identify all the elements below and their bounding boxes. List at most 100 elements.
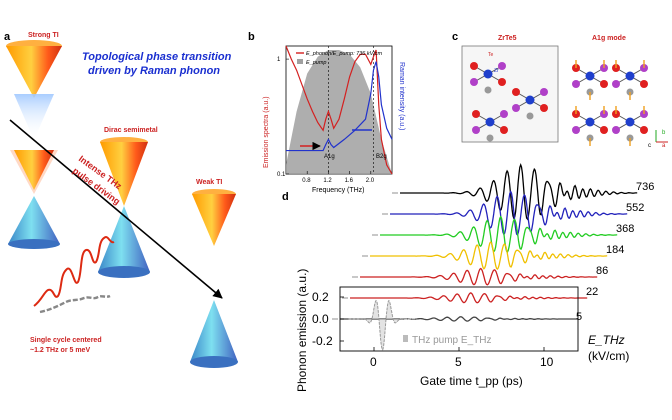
te-atom: [612, 126, 620, 134]
x-tick-label: 2.0: [366, 178, 375, 184]
panel-d-label: d: [282, 191, 289, 203]
te-atom: [526, 112, 534, 120]
strong-ti-label: Strong TI: [28, 32, 59, 39]
te-atom: [472, 110, 480, 118]
zr-atom: [483, 69, 493, 79]
transition-arrow: [9, 119, 223, 299]
emission-trace: [350, 292, 588, 304]
te-atom: [640, 126, 648, 134]
panel-d-front-frame: [339, 286, 579, 352]
te-atom: [500, 126, 508, 134]
te-atom: [572, 80, 580, 88]
emission-trace: [380, 215, 618, 254]
te-atom: [498, 78, 506, 86]
x-tick-label: 1.2: [323, 178, 332, 184]
x-tick-label: 0: [370, 355, 377, 369]
zr-atom: [525, 95, 535, 105]
dirac-label: Dirac semimetal: [104, 127, 158, 134]
panel-a: a Strong TI Topological phase transition…: [4, 31, 238, 368]
te-atom: [572, 126, 580, 134]
zr-atom: [585, 71, 595, 81]
te-atom: [470, 78, 478, 86]
strong-ti-cone-pair: [8, 150, 60, 249]
raman-spectrum-line: [286, 61, 393, 152]
y-tick-label: 0.0: [312, 312, 329, 326]
y-tick-label: 1: [277, 57, 281, 63]
te-atom: [600, 80, 608, 88]
panel-c-title-left: ZrTe5: [498, 35, 517, 42]
weak-ti-label: Weak TI: [196, 179, 222, 186]
te-atom: [512, 88, 520, 96]
emission-trace: [370, 240, 608, 271]
pulse-label-line1: Single cycle centered: [30, 337, 102, 344]
x-tick-label: 1.6: [345, 178, 354, 184]
panel-d: d 736 552 368 184 86 22 5 0 5 10 0.2 0.0 -0.2 Phonon…: [282, 163, 654, 392]
emission-trace: [400, 163, 638, 221]
panel-b: b 0.8 1.2 1.6 2.0 0.1 1 Emission spectra (a.u…: [248, 31, 405, 194]
pump-legend-swatch: [403, 335, 408, 342]
peak-a1g-label: A1g: [324, 154, 335, 160]
field-value-label: 552: [626, 202, 644, 214]
te-atom: [472, 126, 480, 134]
axis-a-label: a: [662, 143, 666, 149]
thz-pulse-waveform: [33, 236, 115, 307]
te-atom: [486, 134, 494, 142]
y-tick-label: -0.2: [312, 334, 333, 348]
zr-atom: [625, 71, 635, 81]
crystal-structure: [470, 60, 668, 146]
strong-ti-cone-top: [6, 40, 62, 140]
panel-b-xlabel: Frequency (THz): [312, 187, 365, 194]
panel-d-ylabel: Phonon emission (a.u.): [295, 269, 309, 392]
panel-a-label: a: [4, 31, 11, 43]
axis-b-label: b: [662, 130, 666, 136]
weak-ti-cone-top: [192, 189, 236, 246]
panel-c: c ZrTe5 A1g mode Te Zr b c a: [452, 31, 668, 149]
panel-a-title-line1: Topological phase transition: [82, 51, 232, 63]
field-value-label: 22: [586, 286, 598, 298]
y-tick-label: 0.2: [312, 290, 329, 304]
te-atom: [500, 110, 508, 118]
field-value-label: 5: [576, 311, 582, 323]
field-value-label: 86: [596, 265, 608, 277]
zr-atom: [485, 117, 495, 127]
emission-trace: [390, 189, 628, 237]
field-value-label: 184: [606, 244, 624, 256]
panel-c-label: c: [452, 31, 458, 43]
panel-b-ylabel-right: Raman intensity (a.u.): [398, 62, 405, 130]
legend-emission: E_phonon/E_pump: 736 kV/cm: [306, 51, 383, 57]
legend-pump-swatch: [297, 59, 303, 64]
axis-c-label: c: [648, 143, 651, 149]
x-tick-label: 10: [540, 355, 554, 369]
zr-atom: [585, 117, 595, 127]
te-atom: [640, 80, 648, 88]
te-atom: [600, 126, 608, 134]
zr-atom: [625, 117, 635, 127]
emission-spectrum-line: [285, 45, 393, 175]
te-atom: [540, 104, 548, 112]
pump-pulse-waveform: [39, 294, 111, 314]
field-value-label: 736: [636, 181, 654, 193]
legend-pump: E_pump: [306, 60, 327, 66]
te-atom: [470, 62, 478, 70]
y-tick-label: 0.1: [277, 172, 286, 178]
panel-d-chart: 736 552 368 184 86 22 5 0 5 10 0.2 0.0 -0.2: [312, 163, 654, 369]
panel-b-label: b: [248, 31, 255, 43]
x-tick-label: 0.8: [302, 178, 311, 184]
weak-ti-cone-bottom: [190, 300, 238, 368]
pump-legend: THz pump E_THz: [412, 335, 491, 346]
panel-d-xlabel: Gate time t_pp (ps): [420, 374, 523, 388]
te-atom: [540, 88, 548, 96]
peak-b2g-label: B2g: [376, 154, 387, 160]
panel-c-title-right: A1g mode: [592, 35, 626, 42]
te-atom: [498, 62, 506, 70]
te-atom: [612, 80, 620, 88]
atom-te-label: Te: [488, 52, 494, 58]
panel-b-ylabel-left: Emission spectra (a.u.): [263, 96, 270, 168]
x-tick-label: 5: [455, 355, 462, 369]
field-value-label: 368: [616, 223, 634, 235]
dirac-cone-pair: [98, 137, 150, 278]
panel-a-title-line2: driven by Raman phonon: [88, 65, 220, 77]
pulse-label-line2: ~1.2 THz or 5 meV: [30, 347, 90, 354]
te-atom: [512, 104, 520, 112]
emission-trace: [360, 267, 598, 286]
